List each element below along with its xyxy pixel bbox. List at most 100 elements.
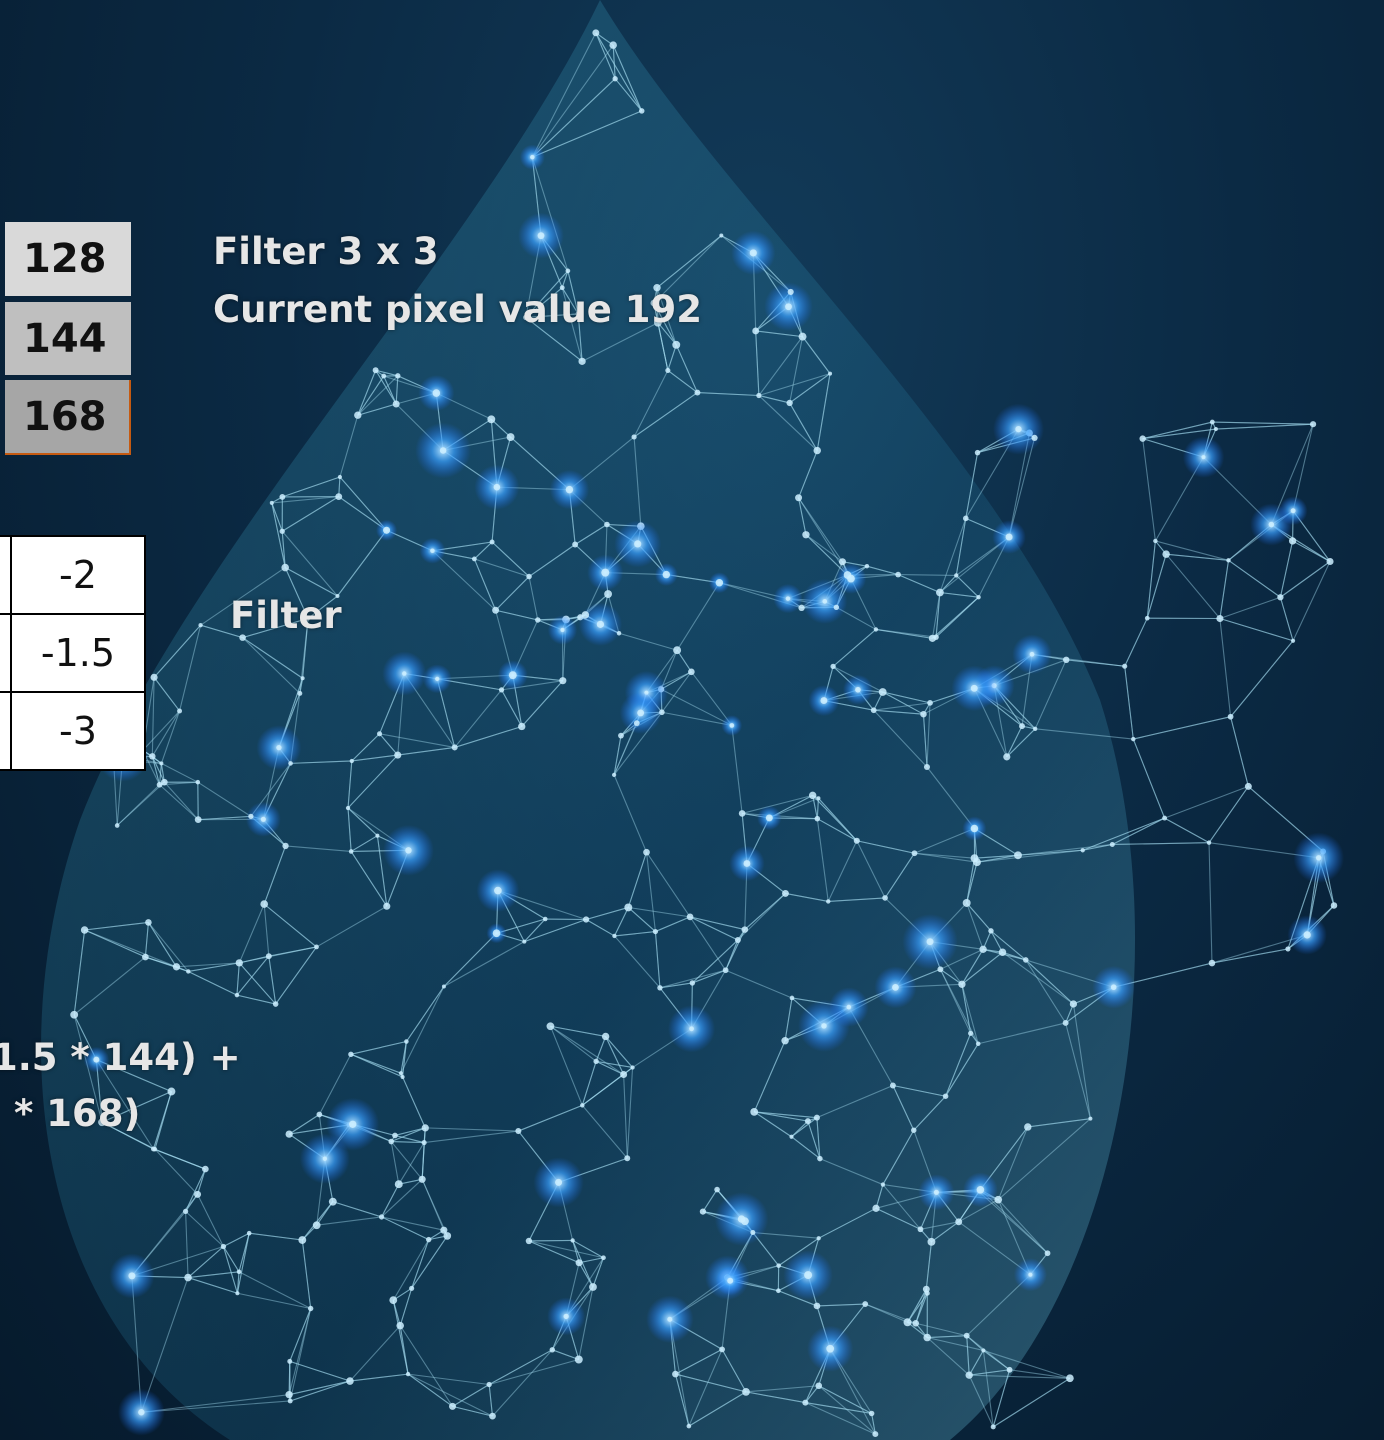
network-node: [580, 1103, 584, 1107]
network-node: [159, 761, 163, 765]
network-node: [323, 1157, 327, 1161]
network-node: [1111, 984, 1117, 990]
network-node: [673, 646, 681, 654]
network-node: [273, 1001, 279, 1007]
network-node: [1304, 931, 1311, 938]
network-node: [399, 1071, 403, 1075]
network-node: [287, 1359, 292, 1364]
network-node: [789, 1135, 793, 1139]
network-node: [971, 685, 978, 692]
network-node: [419, 1176, 426, 1183]
network-node: [282, 843, 288, 849]
filter-cell: -3: [10, 691, 146, 771]
network-node: [593, 1059, 598, 1064]
network-node: [741, 1217, 749, 1225]
network-node: [560, 628, 564, 632]
network-node: [1207, 840, 1211, 844]
slide: 128 144 168 -2 -1.5 -3 Filter 3 x 3 Curr…: [0, 0, 1384, 1440]
network-node: [487, 415, 495, 423]
network-node: [689, 1026, 694, 1031]
network-node: [968, 1031, 973, 1036]
network-node: [426, 1237, 431, 1242]
network-node: [700, 1208, 706, 1214]
network-node: [392, 1133, 398, 1139]
network-link: [1220, 619, 1231, 717]
network-node: [157, 782, 163, 788]
network-node: [566, 486, 573, 493]
network-node: [964, 1333, 970, 1339]
network-node: [601, 569, 609, 577]
network-node: [802, 531, 809, 538]
network-node: [865, 564, 869, 568]
network-node: [493, 929, 501, 937]
network-node: [756, 393, 761, 398]
network-node: [173, 963, 180, 970]
network-node: [1023, 957, 1029, 963]
network-node: [266, 953, 272, 959]
network-node: [1145, 616, 1150, 621]
network-link: [1216, 424, 1313, 429]
network-node: [912, 1320, 919, 1327]
network-node: [966, 1372, 973, 1379]
network-node: [639, 108, 645, 114]
network-node: [766, 814, 773, 821]
network-node: [963, 516, 969, 522]
network-node: [820, 697, 827, 704]
network-link: [1293, 541, 1330, 562]
network-node: [776, 1263, 781, 1268]
network-link: [1165, 786, 1249, 818]
network-node: [634, 540, 641, 547]
network-node: [494, 887, 502, 895]
network-node: [814, 1115, 820, 1121]
network-node: [247, 1231, 252, 1236]
network-node: [729, 723, 734, 728]
network-node: [795, 494, 802, 501]
network-node: [535, 617, 540, 622]
network-node: [526, 574, 532, 580]
network-node: [235, 1291, 239, 1295]
network-link: [1209, 786, 1248, 842]
network-node: [346, 806, 350, 810]
network-node: [923, 1334, 931, 1342]
network-node: [195, 816, 202, 823]
filter-size-label: Filter 3 x 3: [213, 230, 439, 273]
network-link: [1280, 597, 1293, 641]
network-node: [879, 688, 887, 696]
network-node: [637, 709, 644, 716]
network-node: [624, 903, 632, 911]
network-node: [1007, 1367, 1013, 1373]
network-node: [236, 959, 243, 966]
network-node: [288, 761, 293, 766]
network-node: [620, 1071, 627, 1078]
network-node: [442, 984, 446, 988]
network-node: [486, 1382, 491, 1387]
network-node: [688, 669, 695, 676]
network-node: [955, 1218, 962, 1225]
network-node: [804, 1271, 812, 1279]
network-node: [847, 1005, 852, 1010]
network-node: [280, 529, 285, 534]
network-node: [817, 1156, 823, 1162]
network-link: [1220, 560, 1229, 618]
network-node: [1153, 539, 1157, 543]
network-node: [624, 1155, 630, 1161]
network-node: [911, 1128, 916, 1133]
network-node: [1015, 426, 1021, 432]
network-link: [1231, 641, 1293, 717]
network-node: [890, 1083, 896, 1089]
formula-line: 1.5 * 144) +: [0, 1036, 241, 1079]
network-node: [1063, 1020, 1069, 1026]
network-node: [288, 1399, 293, 1404]
network-node: [530, 155, 535, 160]
network-link: [1231, 717, 1249, 787]
network-node: [667, 1317, 672, 1322]
network-node: [958, 981, 965, 988]
network-node: [592, 29, 599, 36]
network-node: [576, 1259, 583, 1266]
network-link: [1280, 561, 1330, 597]
network-node: [395, 1180, 403, 1188]
network-node: [1326, 558, 1333, 565]
network-node: [167, 1088, 175, 1096]
network-node: [349, 1121, 356, 1128]
network-link: [1212, 949, 1288, 963]
